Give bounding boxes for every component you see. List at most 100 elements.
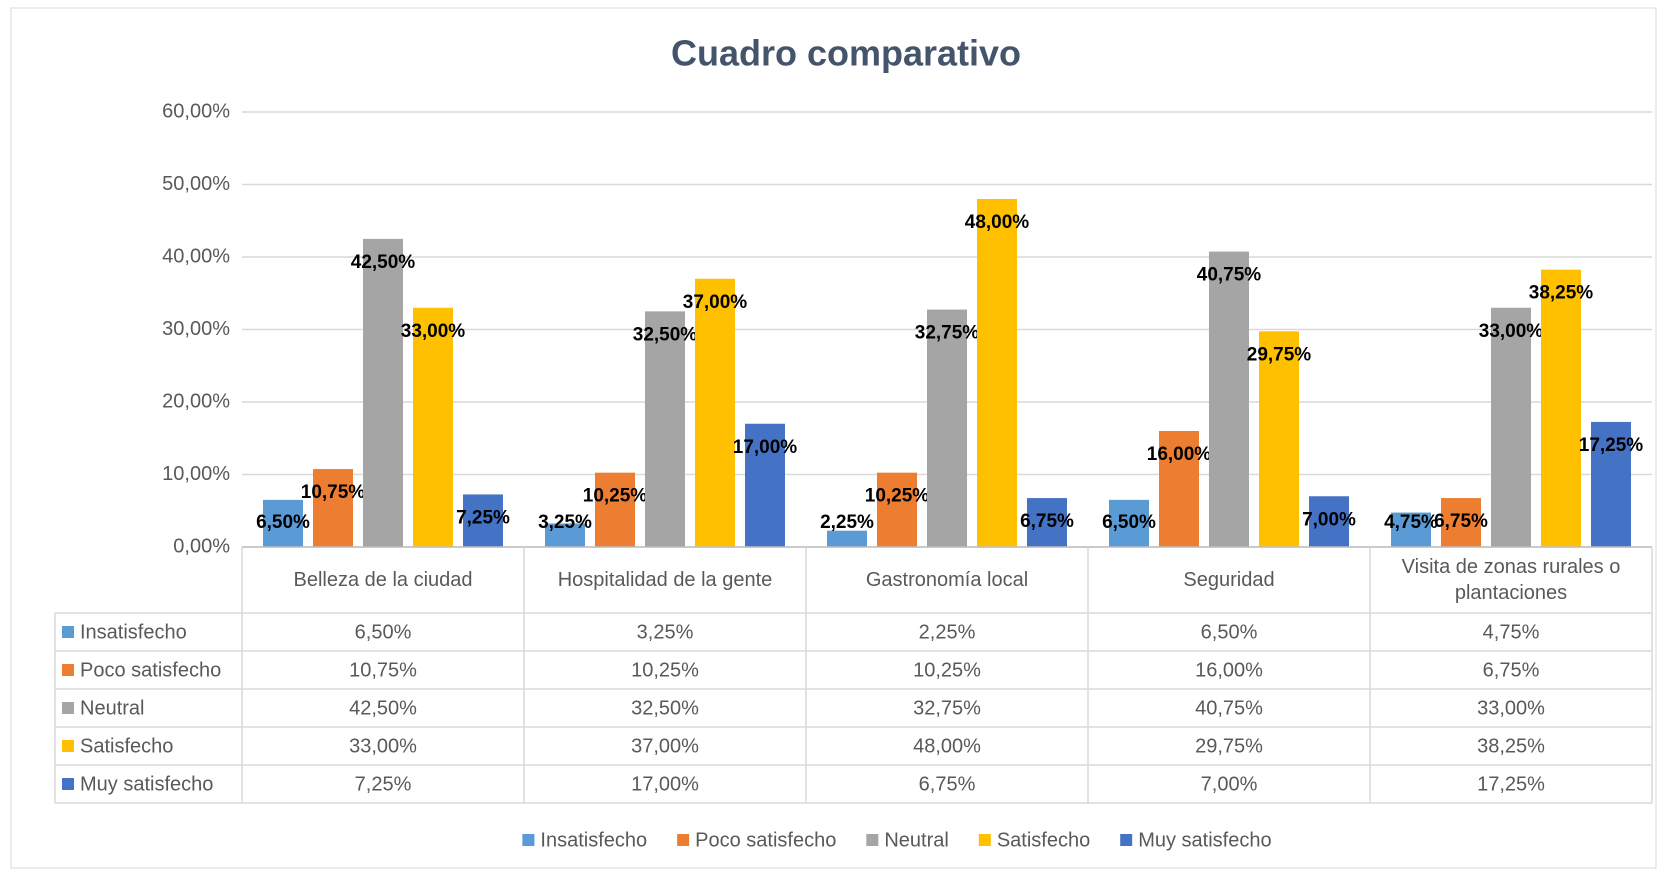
table-cell: 10,75%: [349, 659, 417, 681]
data-label: 10,75%: [301, 482, 366, 503]
table-cell: 48,00%: [913, 735, 981, 757]
legend-label: Insatisfecho: [540, 829, 647, 851]
data-label: 42,50%: [351, 252, 416, 273]
bar: [263, 499, 303, 547]
bar: [463, 494, 503, 547]
row-header: Neutral: [80, 697, 144, 719]
table-cell: 10,25%: [631, 659, 699, 681]
legend-label: Neutral: [884, 829, 948, 851]
table-cell: 17,00%: [631, 773, 699, 795]
legend-key: [522, 834, 535, 846]
data-label: 37,00%: [683, 292, 748, 313]
data-label: 38,25%: [1529, 283, 1594, 304]
data-label: 7,00%: [1302, 509, 1356, 530]
legend-key: [62, 702, 74, 714]
bar: [313, 469, 353, 547]
row-header: Insatisfecho: [80, 621, 187, 643]
bar: [1591, 421, 1631, 547]
row-header: Satisfecho: [80, 735, 173, 757]
bar: [1027, 498, 1067, 547]
bar: [595, 472, 635, 547]
table-cell: 10,25%: [913, 659, 981, 681]
x-tick-label: Hospitalidad de la gente: [557, 569, 773, 591]
bar: [1491, 307, 1531, 547]
bar: [1159, 431, 1199, 547]
bar: [1259, 331, 1299, 547]
data-label: 7,25%: [456, 507, 510, 528]
x-tick-label: Visita de zonas rurales o plantaciones: [1401, 556, 1621, 604]
data-label: 32,75%: [915, 323, 980, 344]
chart-border: [10, 7, 1657, 869]
data-label: 33,00%: [1479, 321, 1544, 342]
legend-key: [978, 834, 991, 846]
table-cell: 16,00%: [1195, 659, 1263, 681]
data-label: 10,25%: [865, 486, 930, 507]
data-label: 4,75%: [1384, 512, 1438, 533]
table-cell: 32,75%: [913, 697, 981, 719]
bar: [413, 307, 453, 547]
y-tick-label: 40,00%: [162, 245, 230, 267]
legend-key: [62, 626, 74, 638]
data-label: 29,75%: [1247, 344, 1312, 365]
data-label: 6,50%: [256, 512, 310, 533]
table-cell: 38,25%: [1477, 735, 1545, 757]
legend-label: Muy satisfecho: [1138, 829, 1271, 851]
data-label: 48,00%: [965, 212, 1030, 233]
legend-key: [677, 834, 690, 846]
y-tick-label: 10,00%: [162, 463, 230, 485]
data-label: 6,50%: [1102, 512, 1156, 533]
bar: [1309, 496, 1349, 547]
row-header: Poco satisfecho: [80, 659, 221, 681]
bar: [695, 278, 735, 547]
table-cell: 33,00%: [349, 735, 417, 757]
bar: [877, 472, 917, 547]
legend-label: Satisfecho: [997, 829, 1090, 851]
category-cell: Belleza de la ciudad: [293, 569, 472, 591]
table-cell: 6,75%: [919, 773, 976, 795]
bar: [1441, 498, 1481, 547]
category-cell: Seguridad: [1183, 569, 1275, 591]
data-label: 17,25%: [1579, 435, 1644, 456]
table-cell: 6,50%: [1201, 621, 1258, 643]
table-cell: 37,00%: [631, 735, 699, 757]
table-cell: 3,25%: [637, 621, 694, 643]
bar: [745, 423, 785, 547]
data-label: 17,00%: [733, 437, 798, 458]
bar: [927, 309, 967, 547]
bar: [363, 238, 403, 547]
y-tick-label: 30,00%: [162, 318, 230, 340]
legend-key: [866, 834, 879, 846]
data-label: 6,75%: [1020, 511, 1074, 532]
bar: [977, 199, 1017, 547]
table-cell: 7,25%: [355, 773, 412, 795]
y-tick-label: 50,00%: [162, 173, 230, 195]
table-cell: 6,75%: [1483, 659, 1540, 681]
bar: [1209, 251, 1249, 547]
data-label: 2,25%: [820, 512, 874, 533]
legend-label: Poco satisfecho: [695, 829, 836, 851]
legend-key: [62, 778, 74, 790]
legend-key: [62, 664, 74, 676]
bar: [1109, 499, 1149, 547]
bar: [827, 530, 867, 547]
data-label: 10,25%: [583, 486, 648, 507]
table-cell: 33,00%: [1477, 697, 1545, 719]
table-cell: 29,75%: [1195, 735, 1263, 757]
data-label: 3,25%: [538, 512, 592, 533]
x-tick-label: Seguridad: [1183, 569, 1275, 591]
data-label: 32,50%: [633, 324, 698, 345]
data-label: 33,00%: [401, 321, 466, 342]
table-cell: 32,50%: [631, 697, 699, 719]
data-label: 6,75%: [1434, 511, 1488, 532]
legend-key: [1120, 834, 1133, 846]
table-cell: 40,75%: [1195, 697, 1263, 719]
category-cell: Visita de zonas rurales o plantaciones: [1401, 556, 1621, 604]
bar: [545, 523, 585, 547]
legend-key: [62, 740, 74, 752]
table-cell: 42,50%: [349, 697, 417, 719]
table-cell: 2,25%: [919, 621, 976, 643]
bar: [1541, 269, 1581, 547]
bar: [1391, 512, 1431, 547]
category-cell: Gastronomía local: [866, 569, 1028, 591]
